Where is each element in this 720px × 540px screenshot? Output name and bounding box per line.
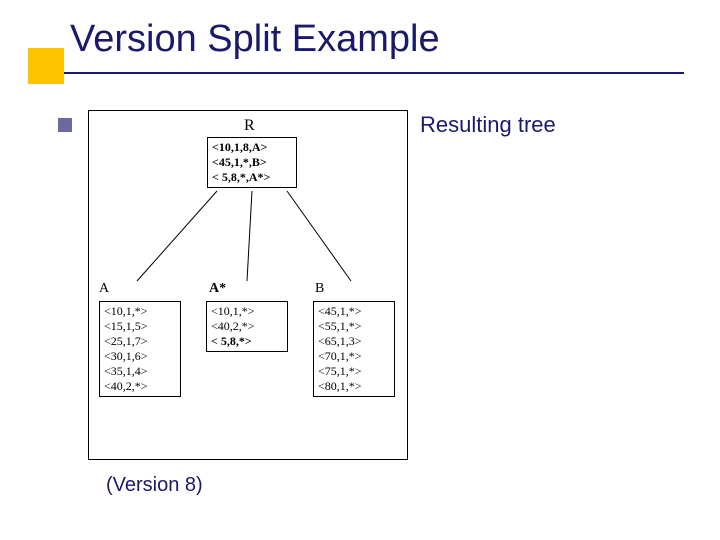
leaf-B-box: <45,1,*> <55,1,*> <65,1,3> <70,1,*> <75,…	[313, 301, 395, 397]
annotation-text: Resulting tree	[420, 112, 556, 138]
leaf-A-label: A	[99, 281, 109, 297]
accent-square	[28, 48, 64, 84]
leaf-entry: <80,1,*>	[318, 379, 390, 394]
leaf-entry: <45,1,*>	[318, 304, 390, 319]
root-entry: < 5,8,*,A*>	[212, 170, 292, 185]
node-root-box: <10,1,8,A> <45,1,*,B> < 5,8,*,A*>	[207, 137, 297, 188]
title-underline	[64, 72, 684, 74]
leaf-entry: <65,1,3>	[318, 334, 390, 349]
page-title: Version Split Example	[70, 18, 440, 61]
leaf-entry: <75,1,*>	[318, 364, 390, 379]
leaf-entry: <70,1,*>	[318, 349, 390, 364]
figure-caption: (Version 8)	[106, 474, 203, 497]
leaf-A-box: <10,1,*> <15,1,5> <25,1,7> <30,1,6> <35,…	[99, 301, 181, 397]
root-entry: <45,1,*,B>	[212, 155, 292, 170]
leaf-entry: <15,1,5>	[104, 319, 176, 334]
leaf-entry: <10,1,*>	[104, 304, 176, 319]
leaf-Astar-box: <10,1,*> <40,2,*> < 5,8,*>	[206, 301, 288, 352]
bullet-icon	[58, 118, 72, 132]
leaf-entry: <35,1,4>	[104, 364, 176, 379]
leaf-entry: <55,1,*>	[318, 319, 390, 334]
root-entry: <10,1,8,A>	[212, 140, 292, 155]
node-root-label: R	[244, 117, 255, 135]
leaf-entry: <30,1,6>	[104, 349, 176, 364]
leaf-entry: <10,1,*>	[211, 304, 283, 319]
leaf-entry: <40,2,*>	[211, 319, 283, 334]
tree-figure: R <10,1,8,A> <45,1,*,B> < 5,8,*,A*> A <1…	[88, 110, 408, 460]
leaf-entry: <25,1,7>	[104, 334, 176, 349]
leaf-B-label: B	[315, 281, 324, 297]
leaf-entry: <40,2,*>	[104, 379, 176, 394]
leaf-Astar-label: A*	[209, 281, 226, 297]
leaf-entry: < 5,8,*>	[211, 334, 283, 349]
